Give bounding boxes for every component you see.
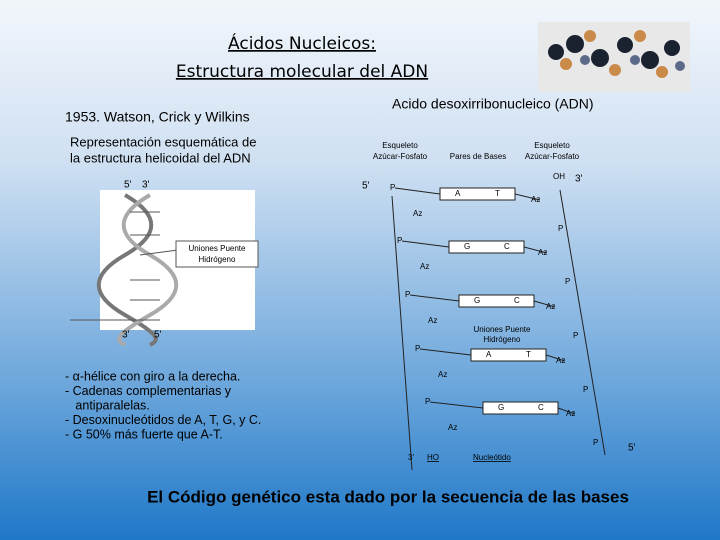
strand-end: 5' xyxy=(362,181,370,192)
helix-end: 5' xyxy=(154,330,162,341)
sugar: Az xyxy=(428,316,437,325)
base: A xyxy=(455,189,461,198)
helix-label: Uniones Puente xyxy=(189,244,246,253)
bond xyxy=(409,294,460,302)
base-pair-box xyxy=(458,294,535,308)
bond xyxy=(557,407,576,415)
bonds-label: Hidrógeno xyxy=(484,335,521,344)
phosphate: P xyxy=(573,331,578,340)
strand-end: OH xyxy=(553,172,565,181)
base: T xyxy=(526,350,531,359)
column-header: Esqueleto xyxy=(382,141,418,150)
helix-end: 3' xyxy=(122,330,130,341)
base: C xyxy=(514,296,520,305)
bond xyxy=(533,300,556,308)
bond xyxy=(523,246,548,254)
title: Estructura molecular del ADN xyxy=(176,62,428,82)
column-header: Pares de Bases xyxy=(450,152,506,161)
bullet: antiparalelas. xyxy=(65,398,150,412)
bullet: - α-hélice con giro a la derecha. xyxy=(65,369,240,383)
phosphate: P xyxy=(397,236,402,245)
phosphate: P xyxy=(565,277,570,286)
phosphate: P xyxy=(583,385,588,394)
strand-end: 3' xyxy=(575,174,583,185)
sugar: Az xyxy=(438,370,447,379)
sugar: Az xyxy=(556,356,565,365)
nucleotide-label: Nucleótido xyxy=(473,453,511,462)
caption: Representación esquemática de xyxy=(70,134,256,149)
base: C xyxy=(504,242,510,251)
phosphate: P xyxy=(425,397,430,406)
bond xyxy=(429,401,484,409)
base-pair-box xyxy=(482,401,559,415)
caption: la estructura helicoidal del ADN xyxy=(70,150,251,165)
bullet: - Cadenas complementarias y xyxy=(65,384,232,398)
base-pair-box xyxy=(439,187,516,201)
column-header: Azúcar-Fosfato xyxy=(525,152,580,161)
phosphate: P xyxy=(558,224,563,233)
bond xyxy=(514,193,541,201)
base: G xyxy=(474,296,480,305)
sugar: Az xyxy=(566,409,575,418)
phosphate: P xyxy=(593,438,598,447)
sugar: Az xyxy=(413,209,422,218)
footer: El Código genético esta dado por la secu… xyxy=(147,487,629,506)
diagram-title: Acido desoxirribonucleico (ADN) xyxy=(392,96,594,112)
base-pair-box xyxy=(448,240,525,254)
sugar: Az xyxy=(448,423,457,432)
title: Ácidos Nucleicos: xyxy=(228,32,376,54)
bullet: - G 50% más fuerte que A-T. xyxy=(65,427,223,441)
sugar: Az xyxy=(531,195,540,204)
strand-lines xyxy=(391,189,606,471)
base: G xyxy=(498,403,504,412)
helix-end: 3' xyxy=(142,180,150,191)
phosphate: P xyxy=(405,290,410,299)
authors: 1953. Watson, Crick y Wilkins xyxy=(65,109,250,125)
sugar: Az xyxy=(420,262,429,271)
column-header: Esqueleto xyxy=(534,141,570,150)
base: G xyxy=(464,242,470,251)
column-header: Azúcar-Fosfato xyxy=(373,152,428,161)
strand-end: HO xyxy=(427,453,439,462)
bond xyxy=(545,354,566,362)
helix-figure xyxy=(70,190,259,347)
base: C xyxy=(538,403,544,412)
base-pair-box xyxy=(470,348,547,362)
helix-label: Hidrógeno xyxy=(199,255,236,264)
phosphate: P xyxy=(390,183,395,192)
bond xyxy=(394,187,441,195)
bullet-list: - α-hélice con giro a la derecha.- Caden… xyxy=(65,369,261,441)
bullet: - Desoxinucleótidos de A, T, G, y C. xyxy=(65,413,261,427)
base: A xyxy=(486,350,492,359)
base: T xyxy=(495,189,500,198)
dna-model-image xyxy=(538,22,690,92)
bond xyxy=(401,240,450,248)
helix-end: 5' xyxy=(124,180,132,191)
sugar: Az xyxy=(538,248,547,257)
strand-end: 3' xyxy=(408,453,414,462)
bond xyxy=(419,348,472,356)
sugar: Az xyxy=(546,302,555,311)
bonds-label: Uniones Puente xyxy=(474,325,531,334)
phosphate: P xyxy=(415,344,420,353)
strand-end: 5' xyxy=(628,443,636,454)
